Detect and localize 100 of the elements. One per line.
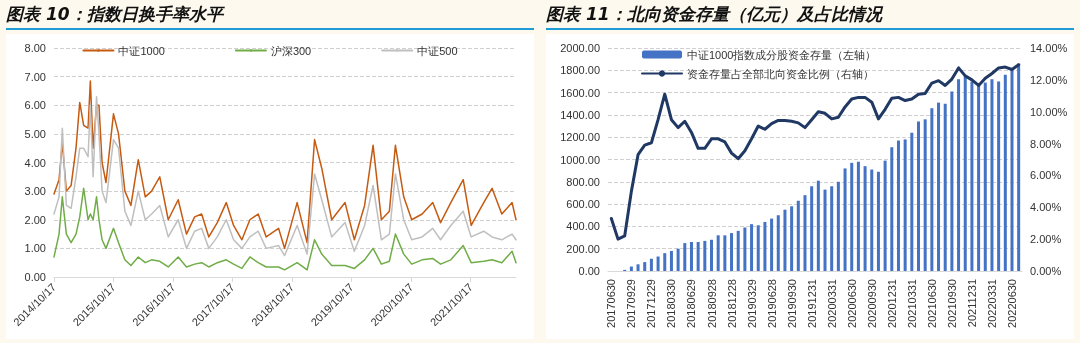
- y-tick-label: 1200.00: [560, 131, 600, 144]
- y-tick-label: 800.00: [566, 175, 600, 188]
- y-tick-label: 2000.00: [560, 42, 600, 54]
- bar: [836, 181, 840, 271]
- x-tick-label: 20200930: [865, 279, 878, 328]
- y-tick-label: 4.00: [24, 156, 46, 169]
- bar: [803, 195, 807, 271]
- bar: [963, 75, 967, 271]
- x-tick-label: 20220331: [985, 279, 998, 328]
- bar: [950, 91, 954, 271]
- y-tick-label: 6.00: [24, 99, 46, 112]
- bar: [823, 189, 827, 271]
- x-tick-label: 20220630: [1005, 279, 1018, 328]
- bar: [903, 139, 907, 271]
- bar: [743, 227, 747, 271]
- x-tick-label: 20210630: [925, 279, 938, 328]
- bar: [883, 160, 887, 271]
- y-tick-label: 0.00: [578, 265, 600, 277]
- bar: [730, 233, 734, 271]
- bar: [703, 240, 707, 271]
- y2-tick-label: 14.00%: [1030, 42, 1068, 54]
- x-tick-label: 20190930: [785, 279, 798, 328]
- bar: [850, 162, 854, 271]
- y-tick-label: 2.00: [24, 213, 46, 226]
- bar: [917, 121, 920, 271]
- bar: [1010, 70, 1014, 271]
- y-tick-label: 1400.00: [560, 108, 600, 121]
- bar: [990, 79, 994, 271]
- bar: [830, 186, 834, 271]
- bar: [870, 169, 874, 271]
- y2-tick-label: 0.00%: [1030, 265, 1062, 277]
- bar: [910, 132, 914, 271]
- bar: [876, 171, 880, 271]
- bar: [843, 168, 847, 271]
- bar: [970, 81, 974, 271]
- bar: [736, 230, 740, 271]
- legend-label: 中证1000: [118, 44, 165, 57]
- bar: [863, 166, 867, 271]
- x-tick-label: 20191231: [805, 279, 818, 328]
- y2-tick-label: 8.00%: [1030, 137, 1062, 150]
- legend-label: 资金存量占全部北向资金比例（右轴）: [687, 67, 874, 80]
- bar: [683, 243, 687, 271]
- bar: [890, 147, 894, 271]
- y2-tick-label: 6.00%: [1030, 169, 1062, 182]
- bar: [696, 242, 700, 271]
- x-tick-label: 20170929: [625, 279, 638, 328]
- x-tick-label: 20190329: [745, 279, 758, 328]
- bar: [656, 256, 660, 271]
- bar: [649, 258, 653, 271]
- y-tick-label: 1000.00: [560, 153, 600, 166]
- bar: [923, 119, 927, 271]
- x-tick-label: 20170630: [605, 279, 618, 328]
- x-tick-label: 20201231: [885, 279, 898, 328]
- legend-label: 沪深300: [270, 44, 312, 57]
- bar: [957, 79, 961, 271]
- bar: [723, 235, 727, 271]
- y-tick-label: 200.00: [566, 242, 600, 255]
- y-tick-label: 1600.00: [560, 86, 600, 99]
- bar: [776, 215, 780, 271]
- bar: [756, 225, 760, 271]
- line-series: [609, 63, 1021, 241]
- x-tick-label: 20200331: [825, 279, 838, 328]
- y-tick-label: 400.00: [566, 220, 600, 233]
- y2-tick-label: 10.00%: [1030, 105, 1068, 118]
- bar: [1003, 74, 1007, 271]
- y-tick-label: 600.00: [566, 198, 600, 211]
- bar: [816, 180, 820, 271]
- bar: [977, 84, 981, 271]
- x-tick-label: 20210331: [905, 279, 918, 328]
- chart-title: 图表 10：指数日换手率水平: [6, 0, 534, 30]
- x-tick-label: 20180330: [665, 279, 678, 328]
- y2-tick-label: 12.00%: [1030, 73, 1068, 86]
- bar: [663, 253, 667, 271]
- y-tick-label: 5.00: [24, 127, 46, 140]
- line-series: [53, 187, 517, 271]
- bar: [930, 108, 934, 271]
- x-tick-label: 20180928: [705, 279, 718, 328]
- bar: [750, 224, 754, 271]
- bar: [643, 262, 647, 271]
- x-tick-label: 20211231: [965, 279, 978, 328]
- y-tick-label: 3.00: [24, 185, 46, 198]
- bar: [790, 206, 794, 271]
- bar: [1017, 63, 1021, 271]
- x-tick-label: 20171229: [645, 279, 658, 328]
- bar: [783, 209, 787, 271]
- bar: [796, 200, 800, 271]
- bar: [629, 266, 633, 271]
- bar: [763, 221, 767, 271]
- bar: [636, 264, 640, 271]
- bar: [997, 81, 1001, 271]
- y-tick-label: 7.00: [24, 70, 46, 83]
- x-tick-label: 20200630: [845, 279, 858, 328]
- x-tick-label: 20190628: [765, 279, 778, 328]
- bar: [676, 248, 680, 271]
- bar: [689, 242, 693, 271]
- bar: [710, 239, 713, 271]
- legend-label: 中证1000指数成分股资金存量（左轴）: [687, 48, 877, 61]
- bar: [943, 103, 947, 271]
- bar: [937, 102, 941, 271]
- bar: [856, 161, 860, 271]
